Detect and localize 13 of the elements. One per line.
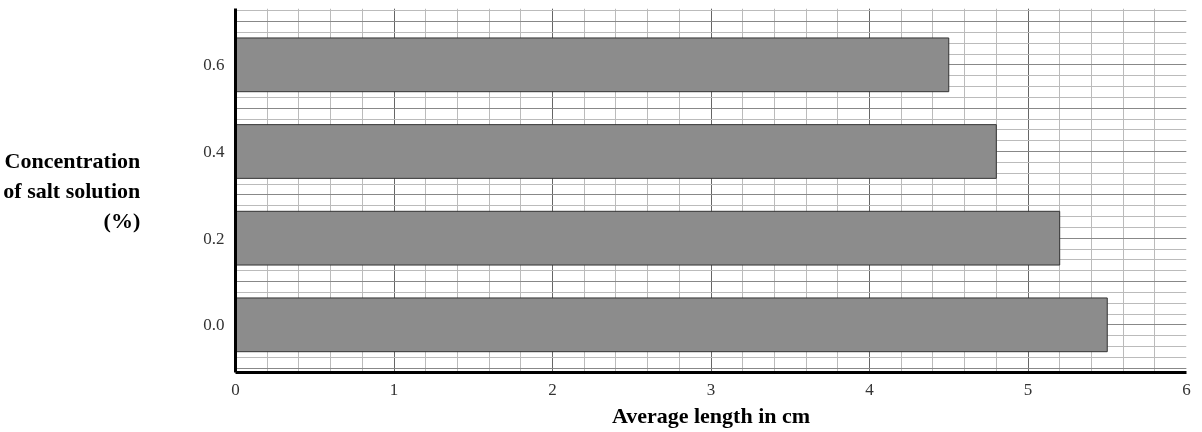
y-axis-title: Concentration of salt solution (%) [3,148,141,233]
x-tick-label: 4 [865,379,875,399]
x-axis-title: Average length in cm [611,402,811,428]
x-tick-label: 6 [1182,379,1191,399]
y-tick-label: 0.2 [203,228,225,248]
y-tick-label: 0.6 [203,55,225,75]
x-tick-label: 3 [706,379,716,399]
x-tick-label: 1 [389,379,399,399]
x-tick-label: 0 [231,379,240,399]
y-tick-label: 0.4 [203,142,225,161]
x-tick-label: 5 [1023,379,1033,399]
x-tick-label: 2 [548,379,557,399]
y-tick-label: 0.0 [203,315,225,335]
